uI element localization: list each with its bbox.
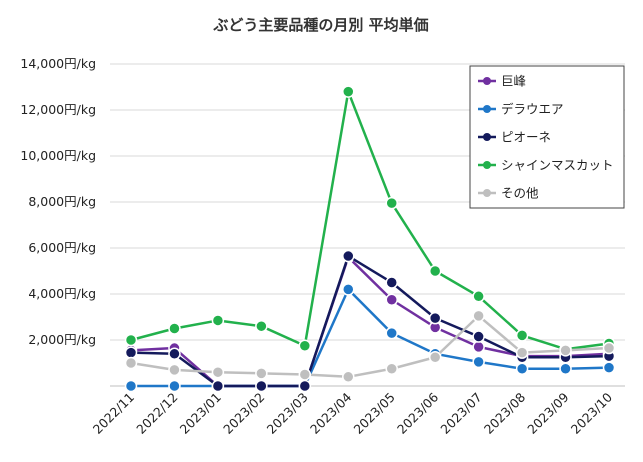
x-tick-label: 2023/02 [220,390,267,437]
x-tick-label: 2022/11 [90,390,137,437]
x-tick-label: 2023/09 [524,389,571,436]
data-point [472,340,485,354]
legend-swatch-marker [483,105,491,113]
data-point [602,361,616,374]
y-tick-label: 8,000円/kg [28,194,96,209]
data-point [472,309,485,323]
series-line [130,255,610,388]
data-point [124,379,138,393]
series-line [130,314,610,379]
x-tick-label: 2023/06 [394,389,441,436]
data-point [168,363,181,377]
x-tick-label: 2023/08 [481,389,528,436]
data-point [385,326,398,340]
chart-title: ぶどう主要品種の月別 平均単価 [212,16,428,34]
legend-swatch-marker [483,77,491,85]
data-point [385,362,398,375]
data-point [298,368,312,381]
series-line [130,254,610,388]
legend-label: その他 [501,186,539,201]
y-tick-label: 12,000円/kg [20,102,96,117]
data-point [472,355,485,369]
y-tick-label: 6,000円/kg [28,240,96,255]
x-tick-label: 2023/03 [264,390,311,437]
data-point [472,330,485,343]
data-point [342,85,355,98]
x-tick-label: 2022/12 [133,390,180,437]
data-point [255,367,268,380]
data-point [515,362,529,375]
series-4 [124,309,616,384]
data-point [168,322,181,335]
series-3 [124,85,616,356]
x-tick-label: 2023/05 [351,390,398,437]
series-line [130,90,610,351]
legend-label: 巨峰 [501,74,527,89]
series-lines [124,85,616,393]
data-point [124,356,138,370]
data-point [298,339,312,352]
y-tick-label: 14,000円/kg [20,56,96,71]
legend-swatch-marker [483,189,491,197]
data-point [342,370,355,384]
x-tick-label: 2023/01 [177,390,224,437]
y-tick-label: 2,000円/kg [28,332,96,347]
data-point [428,351,442,364]
x-tick-label: 2023/10 [568,389,615,436]
y-tick-label: 4,000円/kg [28,286,96,301]
legend-label: シャインマスカット [501,158,614,173]
data-point [515,346,529,359]
legend-swatch-marker [483,161,491,169]
data-point [255,319,268,333]
data-point [124,333,138,347]
data-point [255,379,268,393]
data-point [211,314,225,327]
x-tick-label: 2023/07 [437,390,484,437]
data-point [342,283,355,296]
legend-label: デラウエア [501,102,564,117]
gridlines [110,63,625,341]
data-point [211,365,225,379]
data-point [385,196,398,210]
data-point [602,341,616,355]
data-point [428,311,442,325]
legend-swatch-marker [483,133,491,141]
data-point [168,347,181,361]
data-point [428,264,442,278]
data-point [515,329,529,342]
series-1 [124,283,616,393]
data-point [124,346,138,359]
data-point [385,293,398,306]
data-point [211,379,225,393]
legend-label: ピオーネ [501,130,551,145]
data-point [559,362,572,375]
data-point [342,249,355,263]
data-point [559,344,572,357]
data-point [472,290,485,303]
x-tick-label: 2023/04 [307,389,354,436]
data-point [385,276,398,289]
y-tick-label: 10,000円/kg [20,148,96,163]
data-point [298,379,312,393]
data-point [168,379,181,393]
series-line [131,288,610,388]
